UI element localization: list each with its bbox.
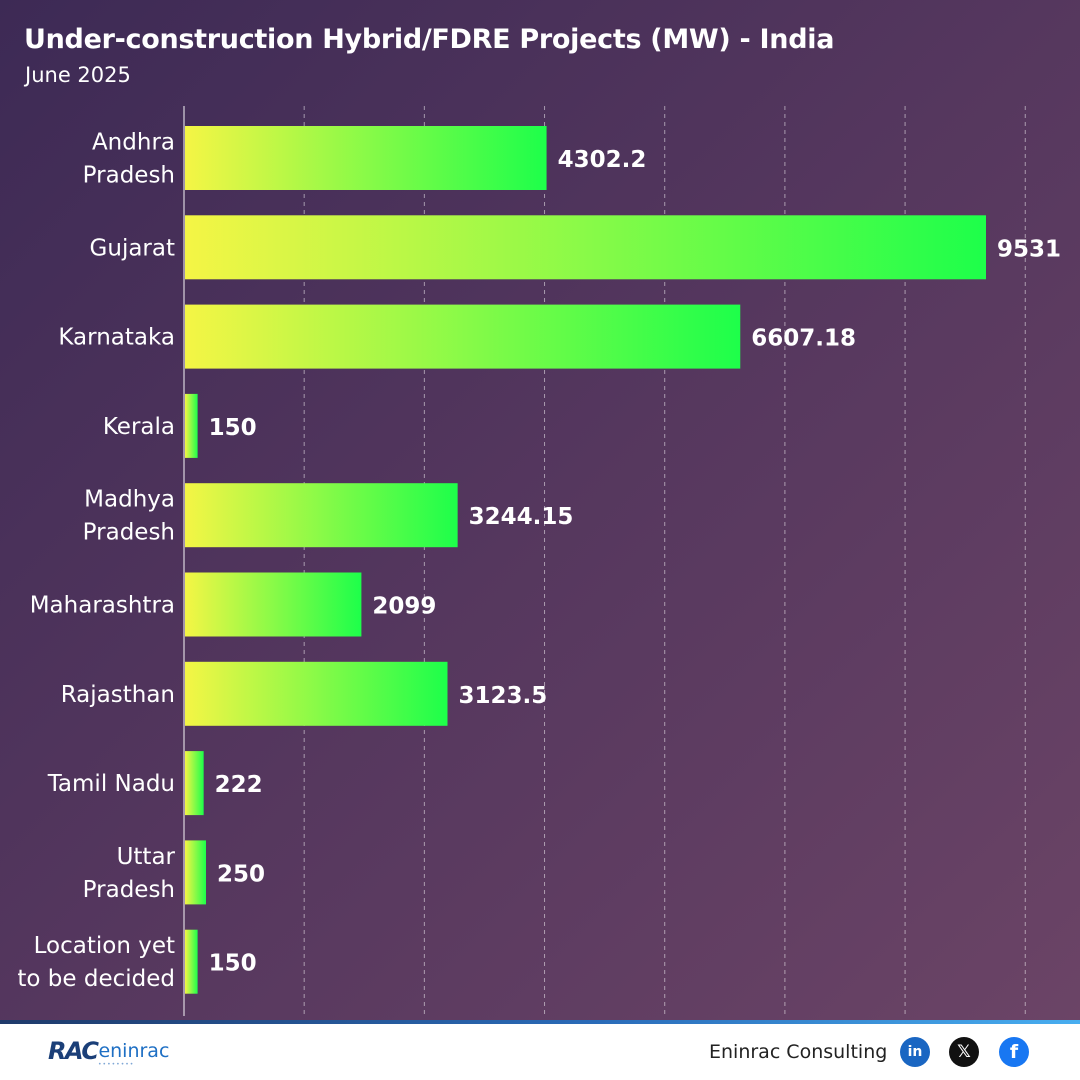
value-label-3: 150 <box>209 415 257 441</box>
logo-rac-text: RAC <box>48 1037 99 1065</box>
logo-dots-decoration: •••••••• <box>98 1061 135 1068</box>
category-label-3: Kerala <box>103 414 175 440</box>
category-label-1: Gujarat <box>90 235 175 261</box>
bar-6 <box>185 661 448 726</box>
chart-subtitle: June 2025 <box>25 63 131 87</box>
chart-title: Under-construction Hybrid/FDRE Projects … <box>24 24 835 55</box>
bar-8 <box>185 840 207 905</box>
bar-9 <box>185 929 198 994</box>
bar-5 <box>185 572 362 637</box>
value-label-1: 9531 <box>997 236 1061 262</box>
value-label-9: 150 <box>209 951 257 977</box>
bar-0 <box>185 126 547 190</box>
footer-divider <box>0 1020 1080 1024</box>
bar-7 <box>185 751 204 816</box>
value-label-4: 3244.15 <box>469 504 574 530</box>
value-label-6: 3123.5 <box>459 683 548 709</box>
eninrac-logo[interactable]: RAC eninrac <box>48 1038 169 1064</box>
category-label-4: Madhya Pradesh <box>83 487 175 546</box>
logo-eninrac-text: eninrac <box>98 1040 170 1062</box>
value-label-5: 2099 <box>372 594 436 620</box>
category-label-2: Karnataka <box>58 325 175 351</box>
bar-chart: 4302.2 Andhra Pradesh 9531 Gujarat 6607.18 Kar… <box>17 126 1061 994</box>
value-label-8: 250 <box>217 861 265 887</box>
x-twitter-icon[interactable]: 𝕏 <box>949 1037 979 1067</box>
facebook-icon[interactable]: f <box>999 1037 1029 1067</box>
category-label-0: Andhra Pradesh <box>83 130 175 189</box>
category-label-5: Maharashtra <box>30 593 175 619</box>
footer: RAC eninrac •••••••• Eninrac Consulting … <box>0 1024 1080 1080</box>
category-label-9: Location yet to be decided <box>17 933 175 992</box>
company-name: Eninrac Consulting <box>709 1041 888 1063</box>
bar-3 <box>185 393 198 458</box>
bar-4 <box>185 483 458 548</box>
category-label-8: Uttar Pradesh <box>83 844 176 903</box>
bar-1 <box>185 215 986 280</box>
linkedin-icon[interactable]: in <box>900 1037 930 1067</box>
category-label-7: Tamil Nadu <box>47 771 175 797</box>
value-label-0: 4302.2 <box>558 147 647 173</box>
value-label-2: 6607.18 <box>751 326 856 352</box>
category-label-6: Rajasthan <box>61 682 175 708</box>
value-label-7: 222 <box>215 772 263 798</box>
bar-2 <box>185 304 741 369</box>
